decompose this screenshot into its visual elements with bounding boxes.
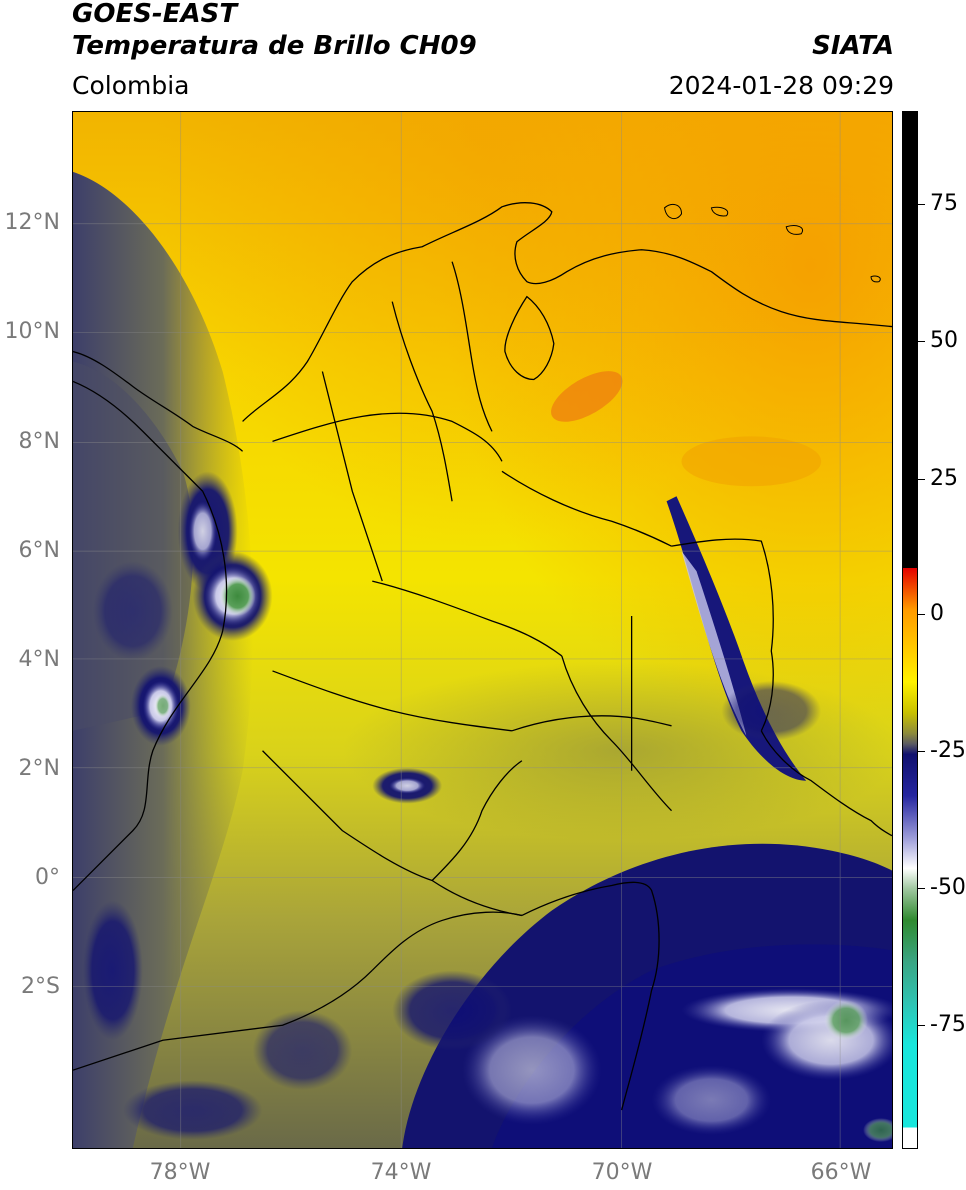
colorbar-tick [918,888,925,889]
lon-label-70w: 70°W [591,1160,653,1185]
lon-label-78w: 78°W [149,1160,211,1185]
colorbar-tick [918,204,925,205]
colorbar-label-50: 50 [930,328,958,353]
timestamp-label: 2024-01-28 09:29 [668,71,894,100]
colorbar-label-0: 0 [930,601,944,626]
colorbar-label-minus25: -25 [930,738,966,763]
product-title: Temperatura de Brillo CH09 [72,31,477,61]
lat-label-6n: 6°N [18,538,60,563]
graticule-lines [73,112,892,1148]
colorbar-label-75: 75 [930,191,958,216]
lat-label-2s: 2°S [21,974,60,999]
brand-label: SIATA [812,31,894,61]
colorbar-tick [918,1025,925,1026]
lat-label-2n: 2°N [18,756,60,781]
region-label: Colombia [72,71,190,100]
lat-label-4n: 4°N [18,647,60,672]
borders-layer [73,202,892,1111]
colorbar-label-minus75: -75 [930,1012,966,1037]
colorbar [902,111,918,1149]
lat-label-12n: 12°N [4,210,60,235]
lat-label-0: 0° [35,865,60,890]
colorbar-tick [918,479,925,480]
colorbar-tick [918,751,925,752]
map-canvas [73,112,892,1148]
lon-label-74w: 74°W [370,1160,432,1185]
satellite-title: GOES-EAST [72,0,238,29]
islands-layer [664,203,881,283]
satellite-map[interactable] [72,111,893,1149]
colorbar-tick [918,614,925,615]
lon-label-66w: 66°W [810,1160,872,1185]
colorbar-tick [918,341,925,342]
colorbar-label-minus50: -50 [930,875,966,900]
lat-label-10n: 10°N [4,319,60,344]
lat-label-8n: 8°N [18,429,60,454]
colorbar-label-25: 25 [930,466,958,491]
